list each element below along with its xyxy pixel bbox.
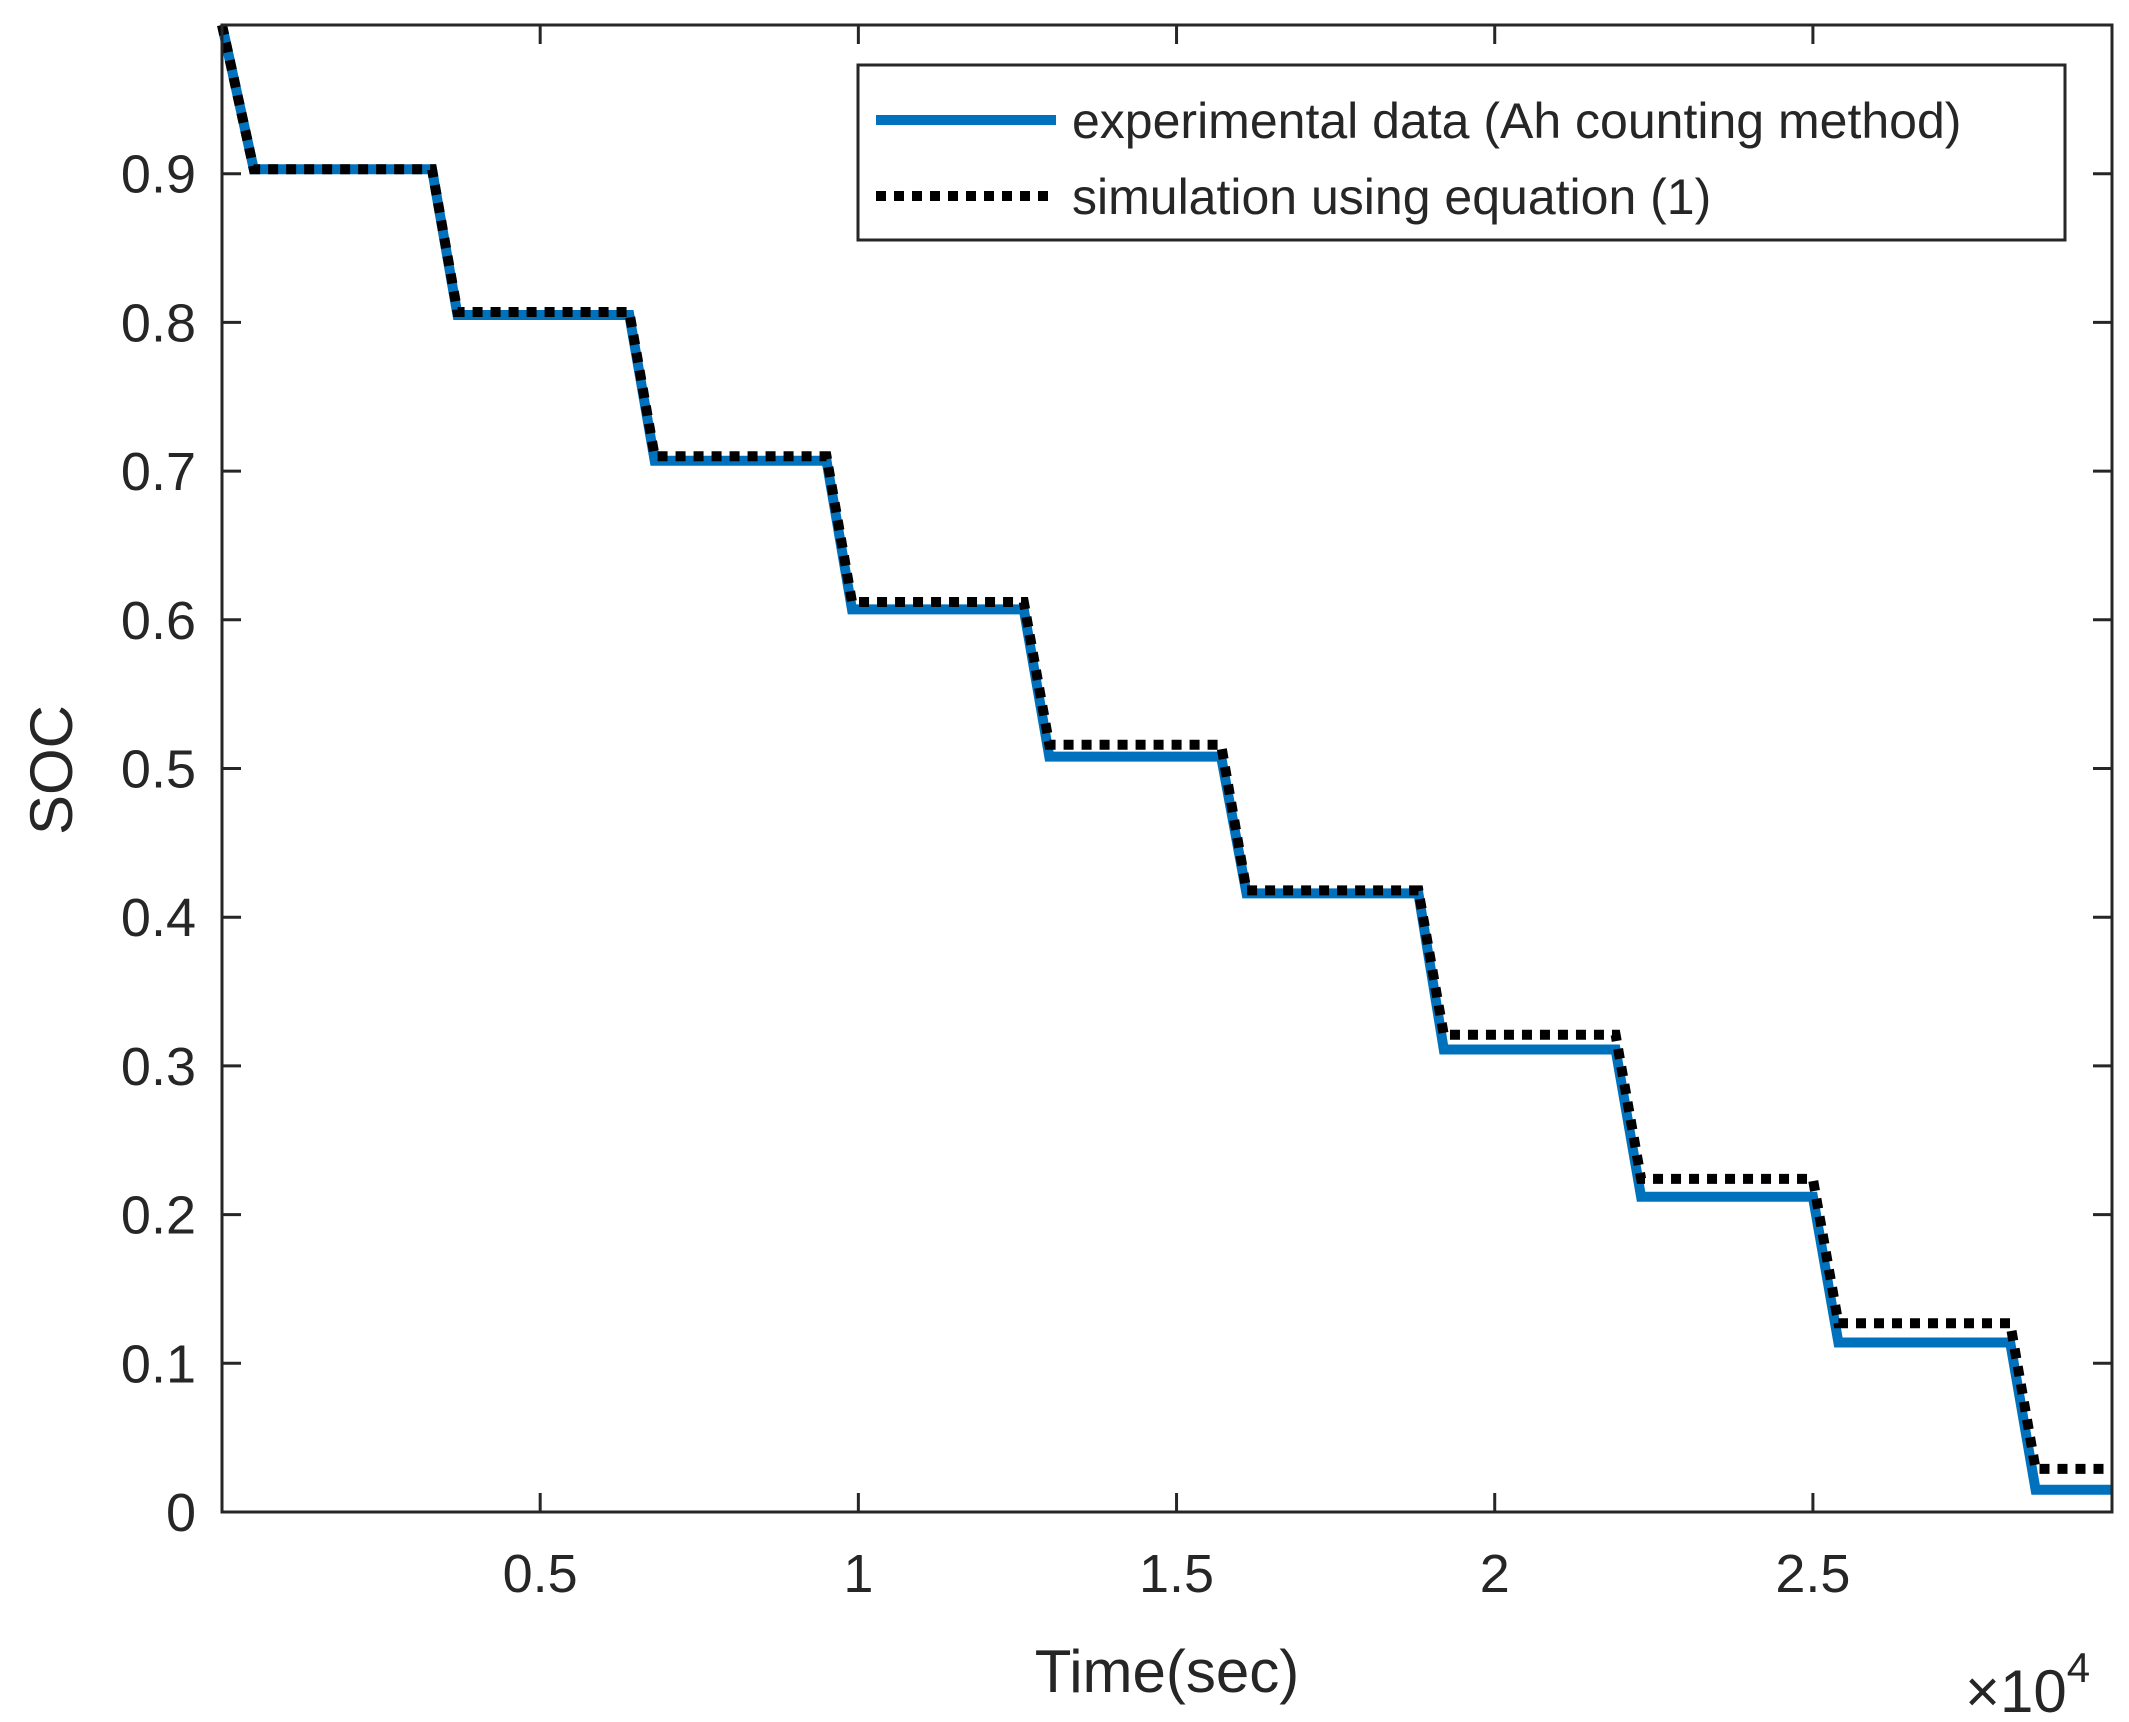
x-tick-label-3: 2 — [1480, 1544, 1510, 1604]
y-axis-label: SOC — [18, 705, 85, 835]
y-tick-label-7: 0.7 — [121, 442, 196, 502]
plot-area — [222, 25, 2112, 1512]
x-axis-exponent: ×104 — [1965, 1644, 2090, 1722]
x-axis-exponent-base: ×10 — [1965, 1658, 2067, 1722]
axis-tick-labels: 0.5 1 1.5 2 2.5 0 0.1 0.2 0.3 0.4 0.5 0.6 0.7 0.8 0.9 — [121, 145, 1851, 1604]
x-axis-exponent-power: 4 — [2067, 1644, 2090, 1691]
x-tick-label-0: 0.5 — [503, 1544, 578, 1604]
y-tick-label-5: 0.5 — [121, 740, 196, 800]
y-tick-label-1: 0.1 — [121, 1334, 196, 1394]
legend-label-simulation: simulation using equation (1) — [1072, 169, 1711, 225]
data-series — [217, 23, 2112, 1495]
series-line-simulation — [217, 23, 2112, 1474]
plot-frame — [220, 23, 2114, 1514]
legend-box — [856, 63, 2067, 242]
y-tick-label-8: 0.8 — [121, 293, 196, 353]
y-tick-label-0: 0 — [166, 1483, 196, 1543]
x-tick-label-2: 1.5 — [1139, 1544, 1214, 1604]
legend: experimental data (Ah counting method) s… — [856, 63, 2067, 242]
x-tick-label-1: 1 — [843, 1544, 873, 1604]
legend-label-experimental: experimental data (Ah counting method) — [1072, 93, 1961, 149]
y-tick-label-4: 0.4 — [121, 888, 196, 948]
y-tick-label-3: 0.3 — [121, 1037, 196, 1097]
y-tick-label-6: 0.6 — [121, 591, 196, 651]
y-tick-label-9: 0.9 — [121, 145, 196, 205]
y-tick-label-2: 0.2 — [121, 1186, 196, 1246]
x-tick-label-4: 2.5 — [1775, 1544, 1850, 1604]
x-axis-label: Time(sec) — [1035, 1638, 1299, 1705]
